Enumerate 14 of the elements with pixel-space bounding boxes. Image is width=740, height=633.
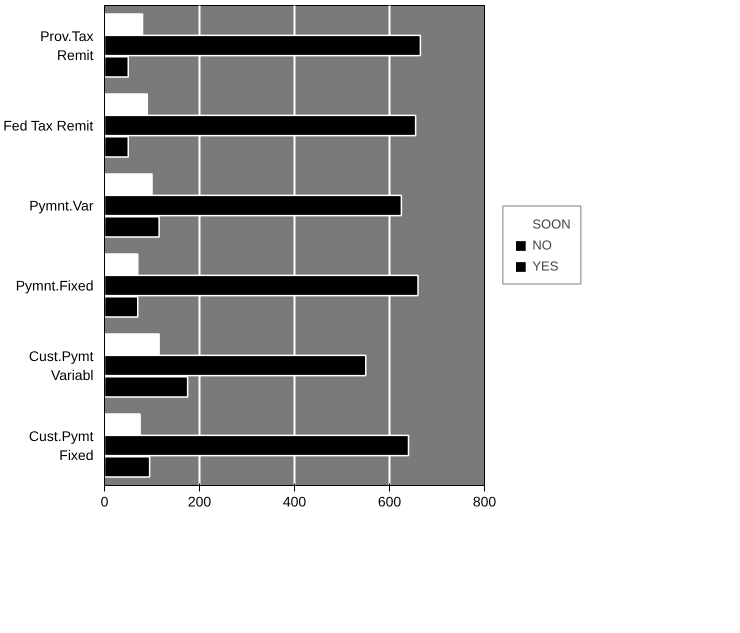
- x-tick-label: 400: [282, 494, 306, 510]
- x-tick-label: 800: [472, 494, 496, 510]
- y-tick-label: Cust.Pymt Fixed: [28, 428, 94, 464]
- y-tick-label: Pymnt.Fixed: [16, 278, 94, 294]
- x-tick-label: 600: [378, 494, 402, 510]
- text: SOON: [532, 216, 571, 232]
- y-tick-label: Cust.Pymt Variabl: [28, 348, 94, 384]
- y-tick-label: Prov.Tax Remit: [40, 28, 94, 64]
- y-tick-label: Fed Tax Remit: [3, 118, 94, 134]
- x-tick-label: 0: [100, 494, 109, 510]
- legend-label: YES: [532, 258, 558, 274]
- legend-label: NO: [532, 238, 552, 252]
- y-tick-label: Pymnt.Var: [29, 198, 94, 214]
- x-tick-label: 200: [188, 494, 212, 510]
